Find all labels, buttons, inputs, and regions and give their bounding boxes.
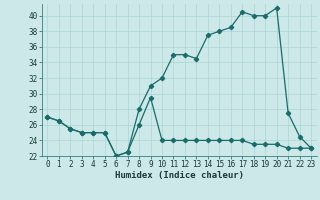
X-axis label: Humidex (Indice chaleur): Humidex (Indice chaleur): [115, 171, 244, 180]
